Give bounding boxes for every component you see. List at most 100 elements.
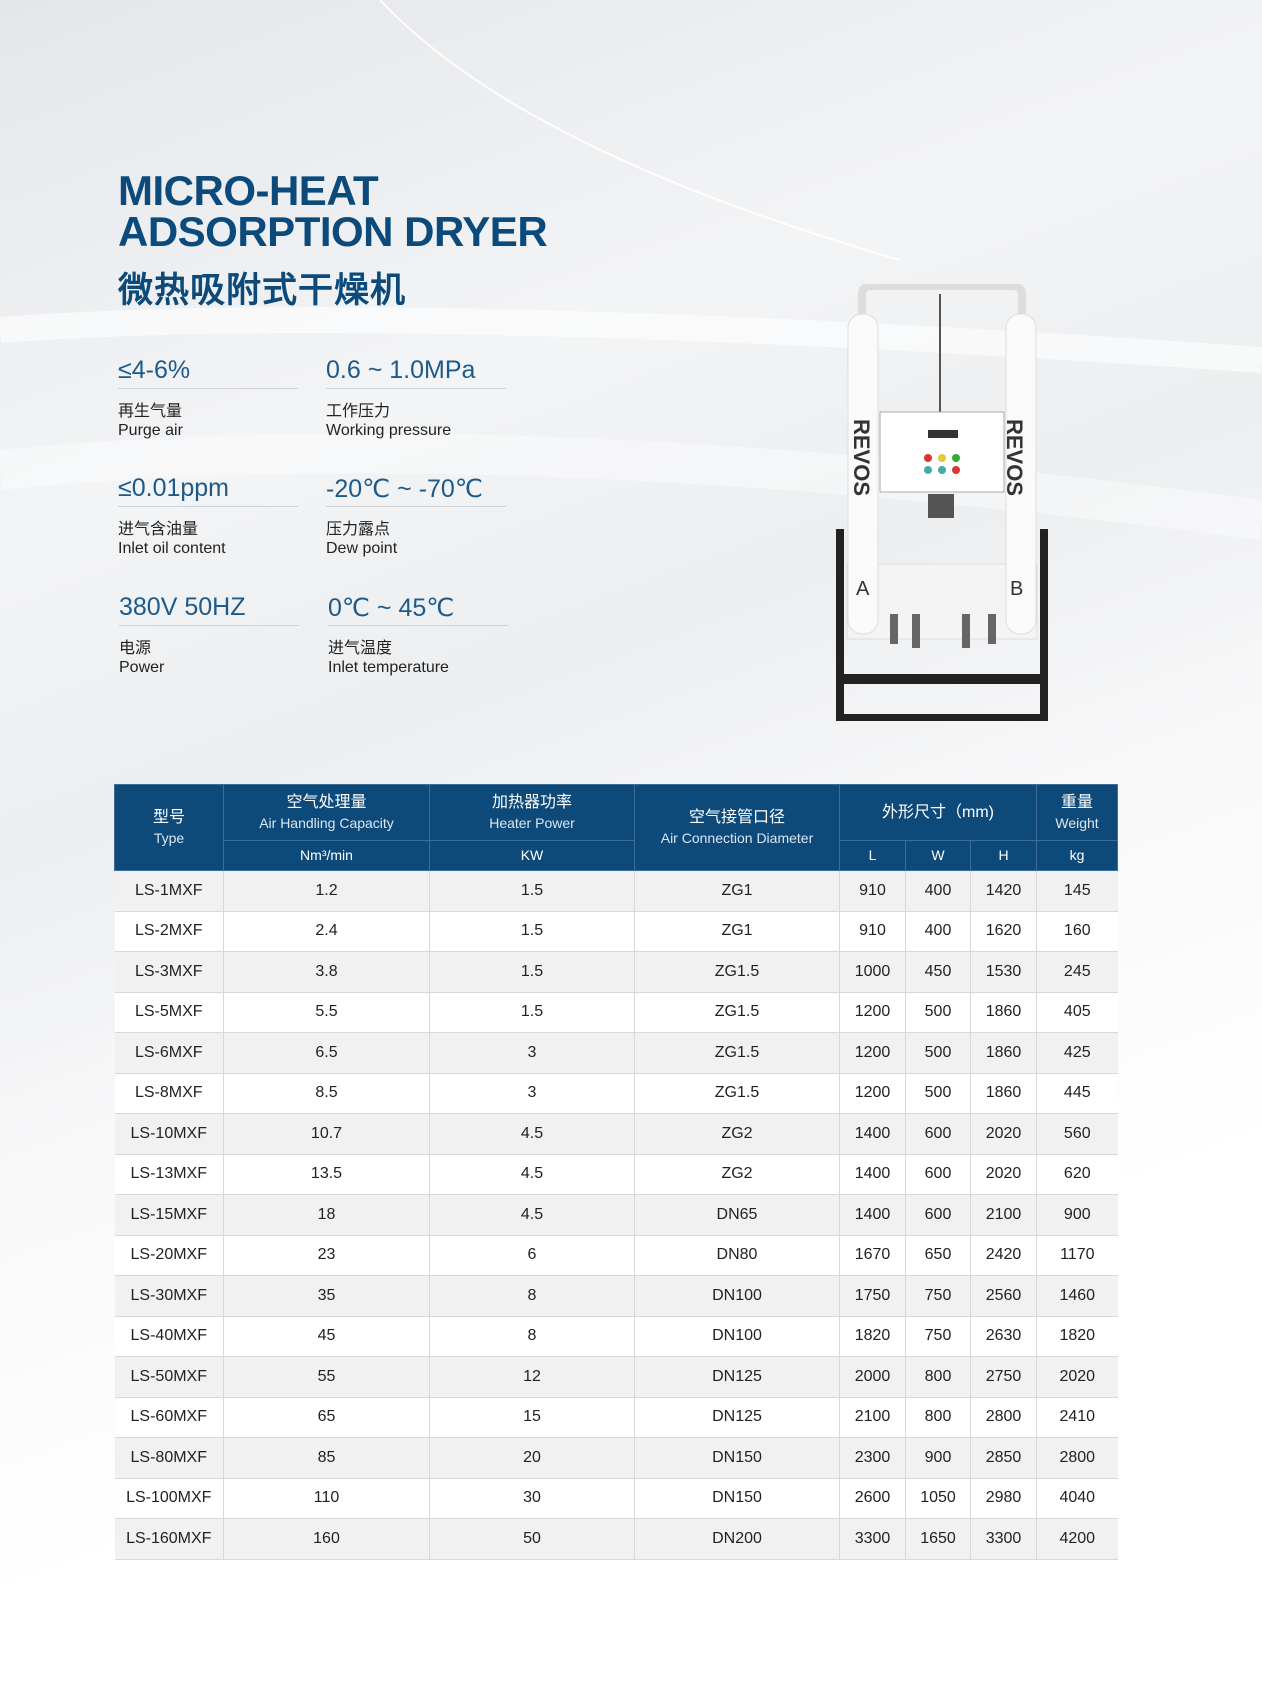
table-row: LS-10MXF 10.7 4.5 ZG2 1400 600 2020 560 (114, 1113, 1118, 1155)
table-cell: 110 (223, 1478, 430, 1519)
table-cell: 750 (905, 1275, 971, 1317)
table-row: LS-5MXF 5.5 1.5 ZG1.5 1200 500 1860 405 (114, 992, 1118, 1033)
table-cell: 500 (905, 992, 971, 1033)
table-cell: DN125 (634, 1356, 840, 1398)
table-cell: 45 (223, 1316, 430, 1357)
header-width: W (905, 840, 971, 871)
table-cell: DN150 (634, 1437, 840, 1479)
table-cell: 50 (429, 1518, 635, 1560)
table-cell: 3300 (839, 1518, 906, 1560)
table-cell: LS-6MXF (114, 1032, 224, 1074)
table-cell: 1.5 (429, 870, 635, 912)
table-cell: DN80 (634, 1235, 840, 1276)
table-cell: 600 (905, 1194, 971, 1236)
table-cell: LS-15MXF (114, 1194, 224, 1236)
table-cell: 2850 (970, 1437, 1038, 1479)
table-cell: 1860 (970, 1073, 1038, 1114)
table-cell: 4040 (1036, 1478, 1118, 1519)
header-capacity: 空气处理量 Air Handling Capacity (223, 784, 430, 841)
table-row: LS-50MXF 55 12 DN125 2000 800 2750 2020 (114, 1356, 1118, 1398)
title-line-2: ADSORPTION DRYER (118, 208, 548, 255)
table-cell: LS-10MXF (114, 1113, 224, 1155)
table-cell: 1530 (970, 951, 1038, 993)
spec-inlet-temperature: 0℃ ~ 45℃ 进气温度 Inlet temperature (328, 593, 508, 677)
table-cell: 1200 (839, 992, 906, 1033)
table-cell: 35 (223, 1275, 430, 1317)
table-cell: LS-30MXF (114, 1275, 224, 1317)
table-cell: 3 (429, 1073, 635, 1114)
table-cell: 2560 (970, 1275, 1038, 1317)
spec-label-en: Inlet oil content (118, 540, 226, 557)
spec-purge-air: ≤4-6% 再生气量 Purge air (118, 356, 298, 440)
header-type: 型号 Type (114, 784, 224, 871)
table-cell: ZG1 (634, 911, 840, 952)
table-cell: 1860 (970, 992, 1038, 1033)
table-cell: DN200 (634, 1518, 840, 1560)
table-cell: 13.5 (223, 1154, 430, 1195)
table-cell: 650 (905, 1235, 971, 1276)
table-cell: LS-13MXF (114, 1154, 224, 1195)
table-cell: 1170 (1036, 1235, 1118, 1276)
table-cell: 2020 (1036, 1356, 1118, 1398)
table-cell: 750 (905, 1316, 971, 1357)
table-cell: 23 (223, 1235, 430, 1276)
table-row: LS-80MXF 85 20 DN150 2300 900 2850 2800 (114, 1437, 1118, 1479)
table-cell: ZG2 (634, 1113, 840, 1155)
spec-power: 380V 50HZ 电源 Power (119, 593, 299, 677)
table-cell: 445 (1036, 1073, 1118, 1114)
header-height: H (969, 840, 1038, 871)
table-cell: 910 (839, 911, 906, 952)
table-cell: 1400 (839, 1194, 906, 1236)
table-cell: 1200 (839, 1032, 906, 1074)
table-cell: 3300 (970, 1518, 1038, 1560)
table-cell: 2410 (1036, 1397, 1118, 1438)
table-cell: 2100 (839, 1397, 906, 1438)
table-cell: 1.2 (223, 870, 430, 912)
table-cell: 2600 (839, 1478, 906, 1519)
spec-label-cn: 电源 (119, 640, 152, 657)
table-cell: 160 (223, 1518, 430, 1560)
table-cell: 2420 (970, 1235, 1038, 1276)
table-cell: LS-5MXF (114, 992, 224, 1033)
table-cell: 900 (1036, 1194, 1118, 1236)
table-cell: 65 (223, 1397, 430, 1438)
table-cell: 4.5 (429, 1113, 635, 1155)
table-cell: 1460 (1036, 1275, 1118, 1317)
brand-label-left: REVOS (849, 419, 874, 496)
table-cell: 800 (905, 1356, 971, 1398)
table-row: LS-8MXF 8.5 3 ZG1.5 1200 500 1860 445 (114, 1073, 1118, 1114)
table-cell: 600 (905, 1154, 971, 1195)
table-cell: 2800 (1036, 1437, 1118, 1479)
table-cell: 2000 (839, 1356, 906, 1398)
product-image: REVOS REVOS A B (836, 284, 1048, 721)
table-row: LS-100MXF 110 30 DN150 2600 1050 2980 4040 (114, 1478, 1118, 1519)
spec-inlet-oil: ≤0.01ppm 进气含油量 Inlet oil content (118, 474, 298, 558)
brand-label-right: REVOS (1002, 419, 1027, 496)
header-connection: 空气接管口径 Air Connection Diameter (634, 784, 840, 871)
table-cell: LS-80MXF (114, 1437, 224, 1479)
page-title: MICRO-HEAT ADSORPTION DRYER (118, 167, 548, 255)
specification-table: 型号 Type 空气处理量 Air Handling Capacity 加热器功率 H… (114, 784, 1119, 1560)
table-cell: 900 (905, 1437, 971, 1479)
table-cell: 30 (429, 1478, 635, 1519)
table-cell: ZG1 (634, 870, 840, 912)
table-cell: 15 (429, 1397, 635, 1438)
table-cell: DN100 (634, 1275, 840, 1317)
spec-working-pressure: 0.6 ~ 1.0MPa 工作压力 Working pressure (326, 356, 506, 440)
table-cell: 1750 (839, 1275, 906, 1317)
table-cell: 8 (429, 1275, 635, 1317)
title-line-1: MICRO-HEAT (118, 167, 379, 214)
table-cell: 1.5 (429, 992, 635, 1033)
spec-label-cn: 进气温度 (328, 640, 393, 657)
table-cell: ZG2 (634, 1154, 840, 1195)
table-cell: DN100 (634, 1316, 840, 1357)
table-cell: 20 (429, 1437, 635, 1479)
table-cell: 2630 (970, 1316, 1038, 1357)
spec-value: ≤0.01ppm (118, 474, 298, 507)
table-cell: LS-1MXF (114, 870, 224, 912)
table-cell: LS-60MXF (114, 1397, 224, 1438)
table-cell: LS-40MXF (114, 1316, 224, 1357)
header-length: L (839, 840, 906, 871)
tower-a-label: A (856, 578, 870, 600)
table-row: LS-15MXF 18 4.5 DN65 1400 600 2100 900 (114, 1194, 1118, 1236)
